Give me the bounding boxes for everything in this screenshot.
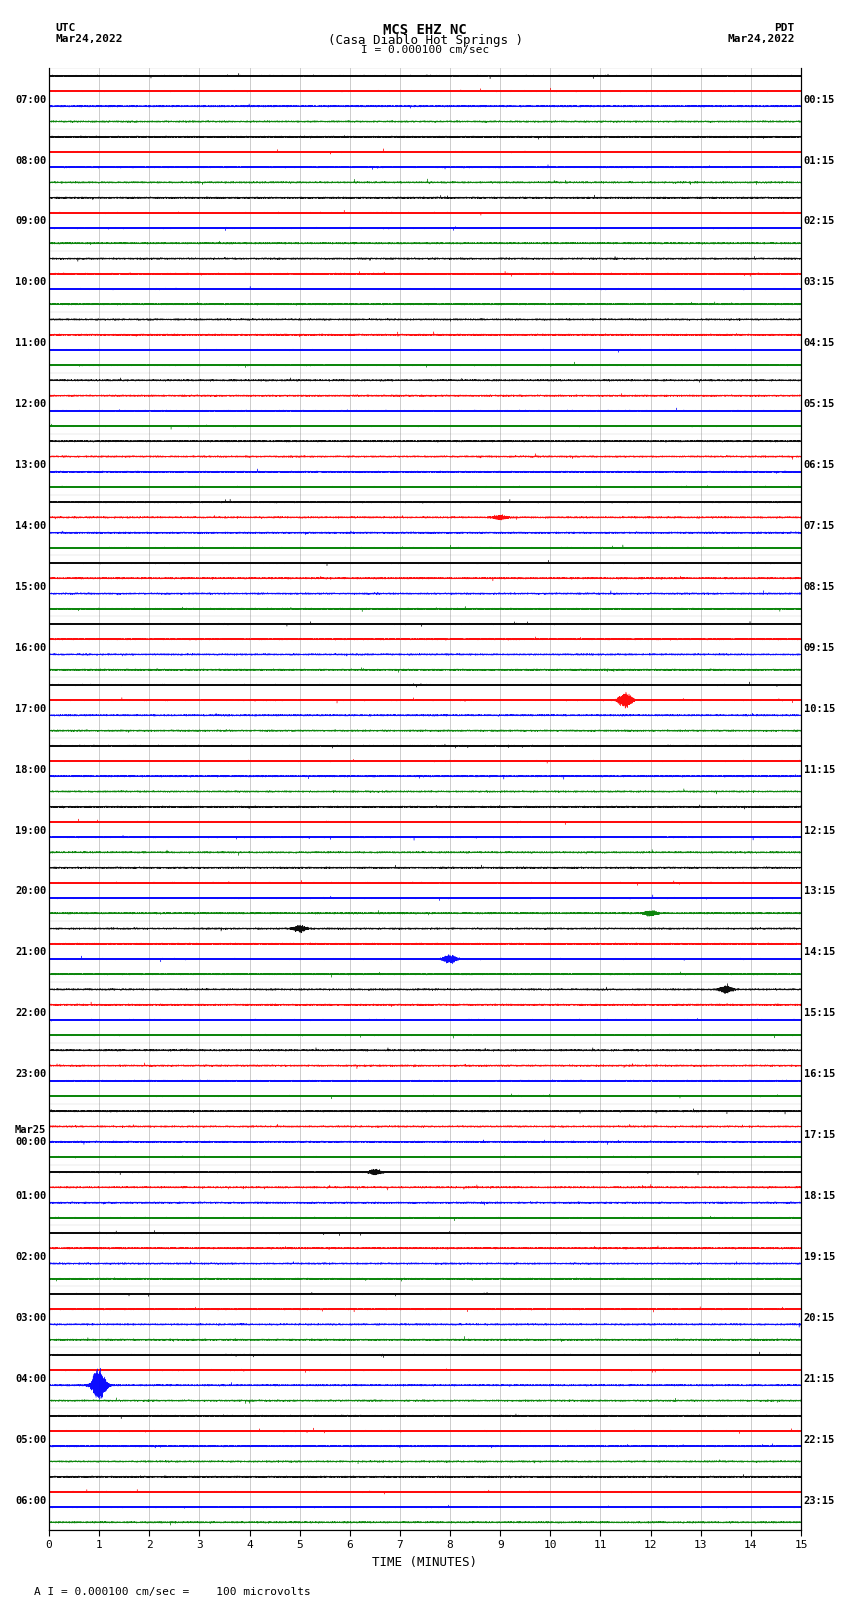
Text: Mar24,2022: Mar24,2022: [55, 34, 122, 44]
Text: I = 0.000100 cm/sec: I = 0.000100 cm/sec: [361, 45, 489, 55]
Text: Mar24,2022: Mar24,2022: [728, 34, 795, 44]
Text: A I = 0.000100 cm/sec =    100 microvolts: A I = 0.000100 cm/sec = 100 microvolts: [34, 1587, 311, 1597]
Text: (Casa Diablo Hot Springs ): (Casa Diablo Hot Springs ): [327, 34, 523, 47]
Text: PDT: PDT: [774, 23, 795, 32]
X-axis label: TIME (MINUTES): TIME (MINUTES): [372, 1557, 478, 1569]
Text: MCS EHZ NC: MCS EHZ NC: [383, 23, 467, 37]
Text: UTC: UTC: [55, 23, 76, 32]
